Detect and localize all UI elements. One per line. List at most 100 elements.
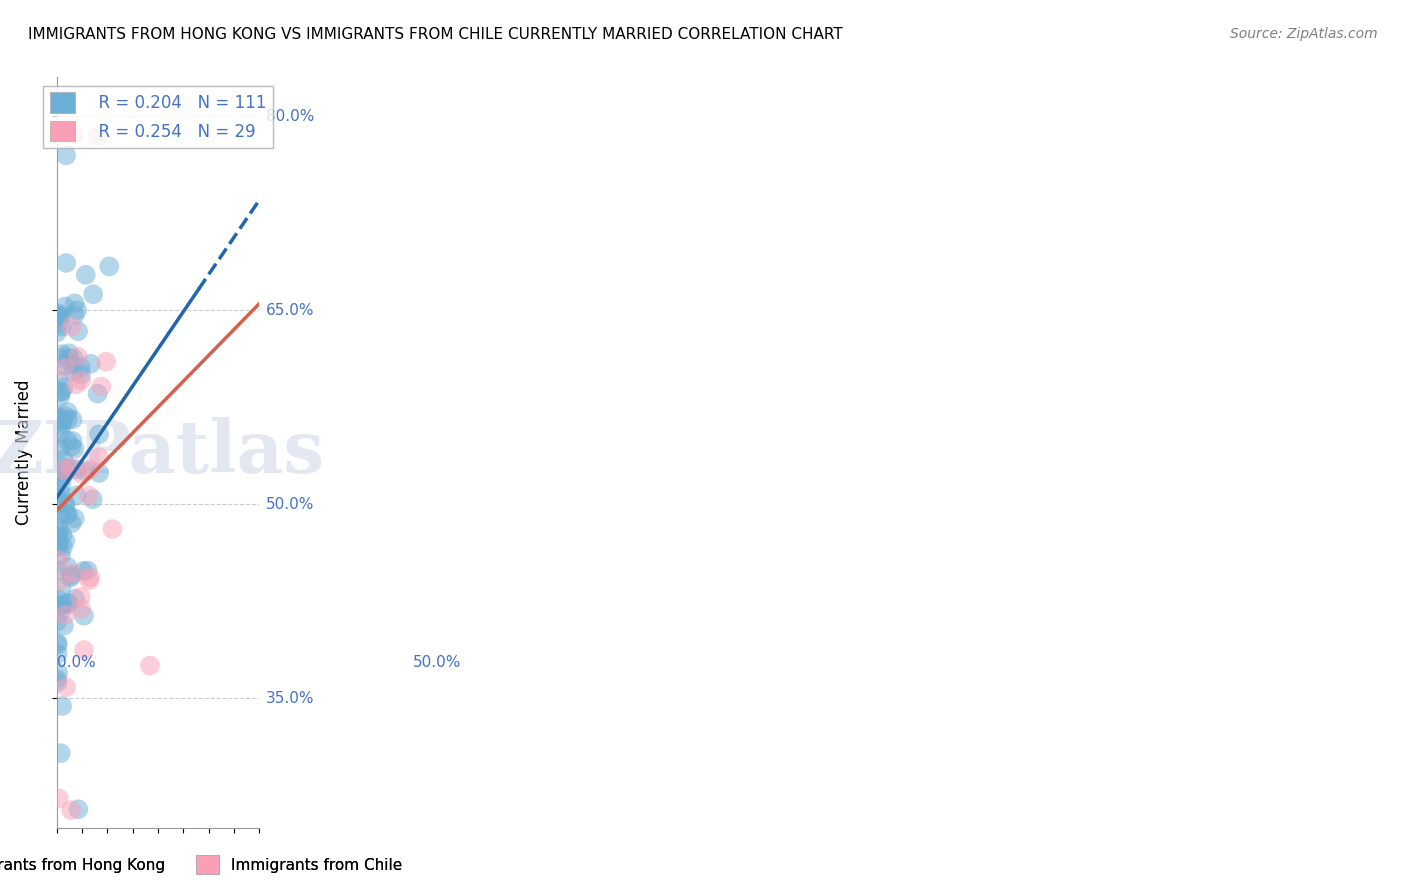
hk bbox=[75, 464, 97, 478]
hk bbox=[56, 405, 79, 419]
hk bbox=[67, 324, 90, 338]
chile bbox=[77, 489, 100, 503]
hk bbox=[55, 256, 77, 270]
hk bbox=[46, 615, 69, 629]
hk bbox=[56, 412, 79, 426]
hk bbox=[98, 260, 121, 274]
hk bbox=[75, 268, 97, 282]
hk bbox=[48, 524, 70, 539]
hk bbox=[69, 360, 91, 375]
chile bbox=[69, 467, 91, 481]
hk bbox=[51, 599, 73, 613]
hk bbox=[49, 385, 72, 400]
chile bbox=[77, 574, 100, 588]
hk bbox=[46, 410, 69, 425]
hk bbox=[51, 417, 73, 432]
chile bbox=[66, 350, 89, 364]
hk bbox=[66, 303, 89, 318]
Text: 80.0%: 80.0% bbox=[266, 109, 315, 124]
hk bbox=[49, 309, 72, 323]
hk bbox=[52, 540, 75, 554]
hk bbox=[70, 368, 93, 382]
hk bbox=[59, 570, 82, 584]
hk bbox=[55, 499, 77, 513]
chile bbox=[70, 601, 93, 615]
hk bbox=[49, 746, 72, 760]
hk bbox=[46, 317, 69, 331]
hk bbox=[66, 462, 89, 476]
hk bbox=[63, 511, 86, 525]
hk bbox=[49, 351, 72, 365]
hk bbox=[46, 675, 69, 690]
hk bbox=[48, 521, 70, 535]
hk bbox=[49, 413, 72, 427]
hk bbox=[46, 592, 69, 607]
hk bbox=[60, 440, 83, 454]
hk bbox=[46, 326, 69, 340]
hk bbox=[46, 530, 69, 544]
hk bbox=[51, 478, 73, 492]
hk bbox=[48, 306, 70, 320]
hk bbox=[73, 608, 96, 623]
hk bbox=[48, 530, 70, 544]
hk bbox=[46, 540, 69, 554]
hk bbox=[46, 672, 69, 686]
chile bbox=[62, 566, 84, 581]
hk bbox=[56, 596, 79, 610]
hk bbox=[46, 309, 69, 323]
hk bbox=[53, 496, 76, 510]
hk bbox=[55, 533, 77, 548]
hk bbox=[56, 508, 79, 522]
chile bbox=[62, 127, 84, 141]
hk bbox=[82, 492, 104, 507]
hk bbox=[60, 568, 83, 582]
hk bbox=[56, 560, 79, 574]
hk bbox=[53, 409, 76, 423]
chile bbox=[65, 377, 87, 392]
Text: ZIPatlas: ZIPatlas bbox=[0, 417, 325, 488]
hk bbox=[63, 308, 86, 322]
hk bbox=[46, 665, 69, 680]
hk bbox=[58, 597, 80, 611]
chile bbox=[48, 553, 70, 567]
hk bbox=[46, 533, 69, 548]
hk bbox=[65, 488, 87, 502]
hk bbox=[48, 508, 70, 522]
Text: 35.0%: 35.0% bbox=[266, 690, 315, 706]
hk bbox=[52, 528, 75, 542]
hk bbox=[72, 564, 94, 578]
hk bbox=[65, 591, 87, 606]
hk bbox=[62, 412, 84, 426]
hk bbox=[89, 466, 111, 480]
hk bbox=[63, 296, 86, 310]
hk bbox=[59, 461, 82, 475]
Legend: Immigrants from Hong Kong, Immigrants from Chile: Immigrants from Hong Kong, Immigrants fr… bbox=[0, 849, 408, 880]
hk bbox=[55, 358, 77, 372]
hk bbox=[48, 310, 70, 325]
chile bbox=[60, 319, 83, 334]
Text: Source: ZipAtlas.com: Source: ZipAtlas.com bbox=[1230, 27, 1378, 41]
hk bbox=[48, 374, 70, 388]
hk bbox=[53, 618, 76, 632]
hk bbox=[48, 474, 70, 488]
chile bbox=[94, 355, 117, 369]
hk bbox=[48, 442, 70, 456]
hk bbox=[49, 599, 72, 614]
chile bbox=[79, 570, 101, 584]
chile bbox=[48, 574, 70, 588]
chile bbox=[73, 643, 96, 657]
hk bbox=[46, 638, 69, 652]
hk bbox=[51, 347, 73, 361]
Text: 50.0%: 50.0% bbox=[266, 497, 315, 512]
chile bbox=[60, 803, 83, 817]
hk bbox=[63, 442, 86, 456]
hk bbox=[62, 358, 84, 372]
hk bbox=[51, 581, 73, 595]
hk bbox=[53, 460, 76, 475]
hk bbox=[76, 564, 98, 578]
hk bbox=[62, 434, 84, 448]
hk bbox=[46, 636, 69, 650]
Text: 0.0%: 0.0% bbox=[56, 655, 96, 670]
hk bbox=[56, 434, 79, 448]
hk bbox=[51, 699, 73, 714]
